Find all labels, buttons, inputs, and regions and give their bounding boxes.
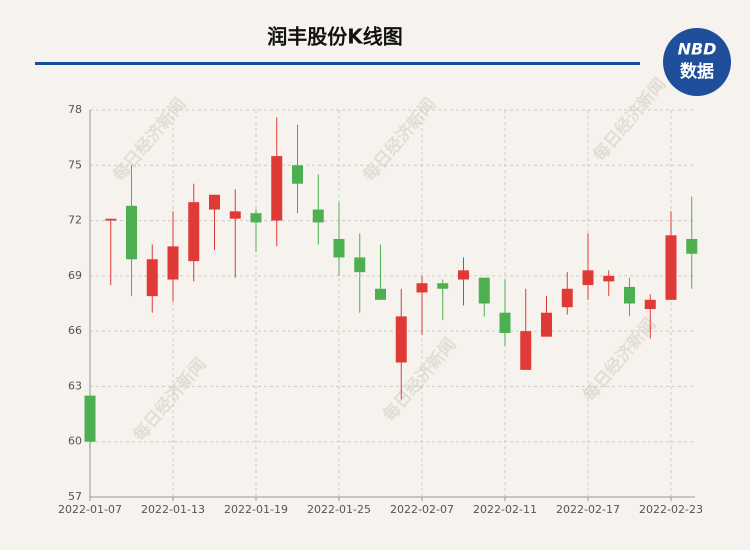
logo <box>663 28 731 96</box>
candle-body <box>375 288 386 300</box>
candle-body <box>541 312 552 337</box>
candle-body <box>229 211 241 219</box>
x-tick-label: 2022-02-23 <box>639 503 703 516</box>
candle-body <box>292 165 303 184</box>
candle-body <box>499 312 511 333</box>
candle-body <box>167 246 179 280</box>
x-tick-label: 2022-01-19 <box>224 503 288 516</box>
candle-body <box>126 205 137 260</box>
candle-body <box>416 283 428 293</box>
x-tick-label: 2022-02-07 <box>390 503 454 516</box>
x-tick-label: 2022-01-25 <box>307 503 371 516</box>
y-tick-label: 63 <box>68 379 82 392</box>
title-rule <box>35 62 640 65</box>
candle-body <box>665 235 677 300</box>
y-tick-label: 69 <box>68 269 82 282</box>
candle-body <box>105 218 117 221</box>
candle-body <box>333 239 345 258</box>
candle-body <box>209 194 220 210</box>
y-tick-label: 78 <box>68 103 82 116</box>
candle-body <box>644 299 656 310</box>
candle-body <box>437 283 449 289</box>
x-tick-label: 2022-01-13 <box>141 503 205 516</box>
candle-body <box>354 257 366 273</box>
y-tick-label: 75 <box>68 158 82 171</box>
logo-bottom: 数据 <box>680 61 714 82</box>
candle-body <box>478 277 490 304</box>
y-tick-label: 60 <box>68 435 82 448</box>
x-tick-label: 2022-02-11 <box>473 503 537 516</box>
x-tick-label: 2022-01-07 <box>58 503 122 516</box>
candle-body <box>188 202 200 262</box>
x-tick-label: 2022-02-17 <box>556 503 620 516</box>
logo-top: NBD <box>678 40 717 59</box>
y-tick-label: 72 <box>68 214 82 227</box>
candle-body <box>561 288 573 308</box>
candle-body <box>686 239 698 254</box>
candle-body <box>395 316 407 363</box>
candle-body <box>624 286 635 304</box>
candle-body <box>603 275 615 282</box>
chart-title: 润丰股份K线图 <box>267 25 403 49</box>
candle-body <box>520 331 532 370</box>
candle-body <box>146 259 158 297</box>
candle-body <box>582 270 594 286</box>
candle-body <box>312 209 324 223</box>
candle-body <box>271 156 283 221</box>
y-tick-label: 57 <box>68 490 82 503</box>
y-tick-label: 66 <box>68 324 82 337</box>
candle-body <box>250 213 262 223</box>
candle-body <box>458 270 469 280</box>
candle-body <box>84 395 96 442</box>
